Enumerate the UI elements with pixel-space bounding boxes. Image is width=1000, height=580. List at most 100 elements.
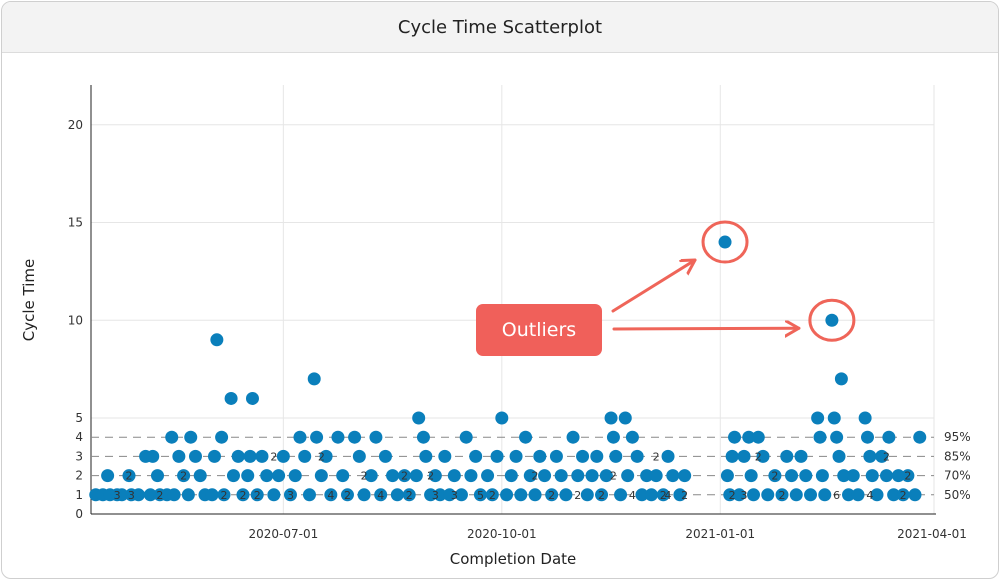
data-point[interactable]	[302, 488, 316, 502]
data-point[interactable]	[528, 488, 542, 502]
data-point[interactable]	[397, 469, 411, 483]
data-point[interactable]	[913, 430, 927, 444]
data-point[interactable]	[673, 488, 687, 502]
data-point[interactable]	[656, 488, 670, 502]
data-point[interactable]	[614, 488, 628, 502]
data-point[interactable]	[732, 488, 746, 502]
data-point[interactable]	[416, 430, 430, 444]
data-point[interactable]	[590, 449, 604, 463]
data-point[interactable]	[283, 488, 297, 502]
data-point[interactable]	[348, 430, 362, 444]
data-point[interactable]	[609, 449, 623, 463]
data-point[interactable]	[751, 430, 765, 444]
data-point[interactable]	[818, 488, 832, 502]
data-point[interactable]	[585, 469, 599, 483]
data-point[interactable]	[331, 430, 345, 444]
data-point[interactable]	[464, 469, 478, 483]
data-point[interactable]	[150, 469, 164, 483]
data-point[interactable]	[473, 488, 487, 502]
data-point[interactable]	[205, 488, 219, 502]
data-point[interactable]	[761, 488, 775, 502]
data-point[interactable]	[538, 469, 552, 483]
data-point[interactable]	[666, 469, 680, 483]
data-point[interactable]	[571, 469, 585, 483]
data-point[interactable]	[336, 469, 350, 483]
data-point[interactable]	[293, 430, 307, 444]
data-point[interactable]	[319, 449, 333, 463]
data-point[interactable]	[357, 488, 371, 502]
data-point[interactable]	[799, 469, 813, 483]
data-point[interactable]	[443, 488, 457, 502]
data-point[interactable]	[469, 449, 483, 463]
data-point[interactable]	[827, 411, 841, 425]
data-point[interactable]	[386, 469, 400, 483]
data-point[interactable]	[523, 469, 537, 483]
data-point[interactable]	[891, 469, 905, 483]
data-point[interactable]	[630, 449, 644, 463]
data-point[interactable]	[459, 430, 473, 444]
data-point[interactable]	[231, 449, 245, 463]
data-point[interactable]	[217, 488, 231, 502]
data-point[interactable]	[428, 469, 442, 483]
data-point[interactable]	[146, 449, 160, 463]
data-point[interactable]	[241, 469, 255, 483]
data-point[interactable]	[310, 430, 324, 444]
data-point[interactable]	[481, 469, 495, 483]
data-point[interactable]	[794, 449, 808, 463]
data-point[interactable]	[340, 488, 354, 502]
data-point[interactable]	[649, 469, 663, 483]
data-point[interactable]	[433, 488, 447, 502]
data-point[interactable]	[887, 488, 901, 502]
data-point[interactable]	[226, 469, 240, 483]
data-point[interactable]	[725, 449, 739, 463]
data-point[interactable]	[260, 469, 274, 483]
data-point[interactable]	[870, 488, 884, 502]
data-point[interactable]	[412, 411, 426, 425]
data-point[interactable]	[314, 469, 328, 483]
data-point[interactable]	[785, 469, 799, 483]
data-point[interactable]	[490, 449, 504, 463]
data-point[interactable]	[861, 430, 875, 444]
data-point[interactable]	[267, 488, 281, 502]
data-point[interactable]	[554, 469, 568, 483]
data-point[interactable]	[447, 469, 461, 483]
data-point[interactable]	[834, 372, 848, 386]
data-point[interactable]	[882, 430, 896, 444]
data-point[interactable]	[390, 488, 404, 502]
data-point[interactable]	[374, 488, 388, 502]
data-point[interactable]	[728, 430, 742, 444]
data-point[interactable]	[236, 488, 250, 502]
data-point[interactable]	[424, 488, 438, 502]
data-point[interactable]	[207, 449, 221, 463]
data-point[interactable]	[830, 430, 844, 444]
data-point[interactable]	[224, 391, 238, 405]
data-point[interactable]	[832, 449, 846, 463]
data-point[interactable]	[744, 469, 758, 483]
data-point[interactable]	[288, 469, 302, 483]
data-point[interactable]	[837, 469, 851, 483]
data-point[interactable]	[737, 449, 751, 463]
data-point[interactable]	[369, 430, 383, 444]
data-point[interactable]	[723, 488, 737, 502]
data-point[interactable]	[661, 449, 675, 463]
data-point[interactable]	[504, 469, 518, 483]
data-point[interactable]	[908, 488, 922, 502]
data-point[interactable]	[718, 235, 732, 249]
data-point[interactable]	[307, 372, 321, 386]
data-point[interactable]	[378, 449, 392, 463]
data-point[interactable]	[276, 449, 290, 463]
data-point[interactable]	[500, 488, 514, 502]
data-point[interactable]	[742, 430, 756, 444]
data-point[interactable]	[545, 488, 559, 502]
data-point[interactable]	[172, 449, 186, 463]
data-point[interactable]	[901, 469, 915, 483]
data-point[interactable]	[576, 449, 590, 463]
data-point[interactable]	[122, 469, 136, 483]
data-point[interactable]	[514, 488, 528, 502]
data-point[interactable]	[243, 449, 257, 463]
data-point[interactable]	[495, 411, 509, 425]
data-point[interactable]	[604, 411, 618, 425]
data-point[interactable]	[245, 391, 259, 405]
data-point[interactable]	[851, 488, 865, 502]
data-point[interactable]	[880, 469, 894, 483]
